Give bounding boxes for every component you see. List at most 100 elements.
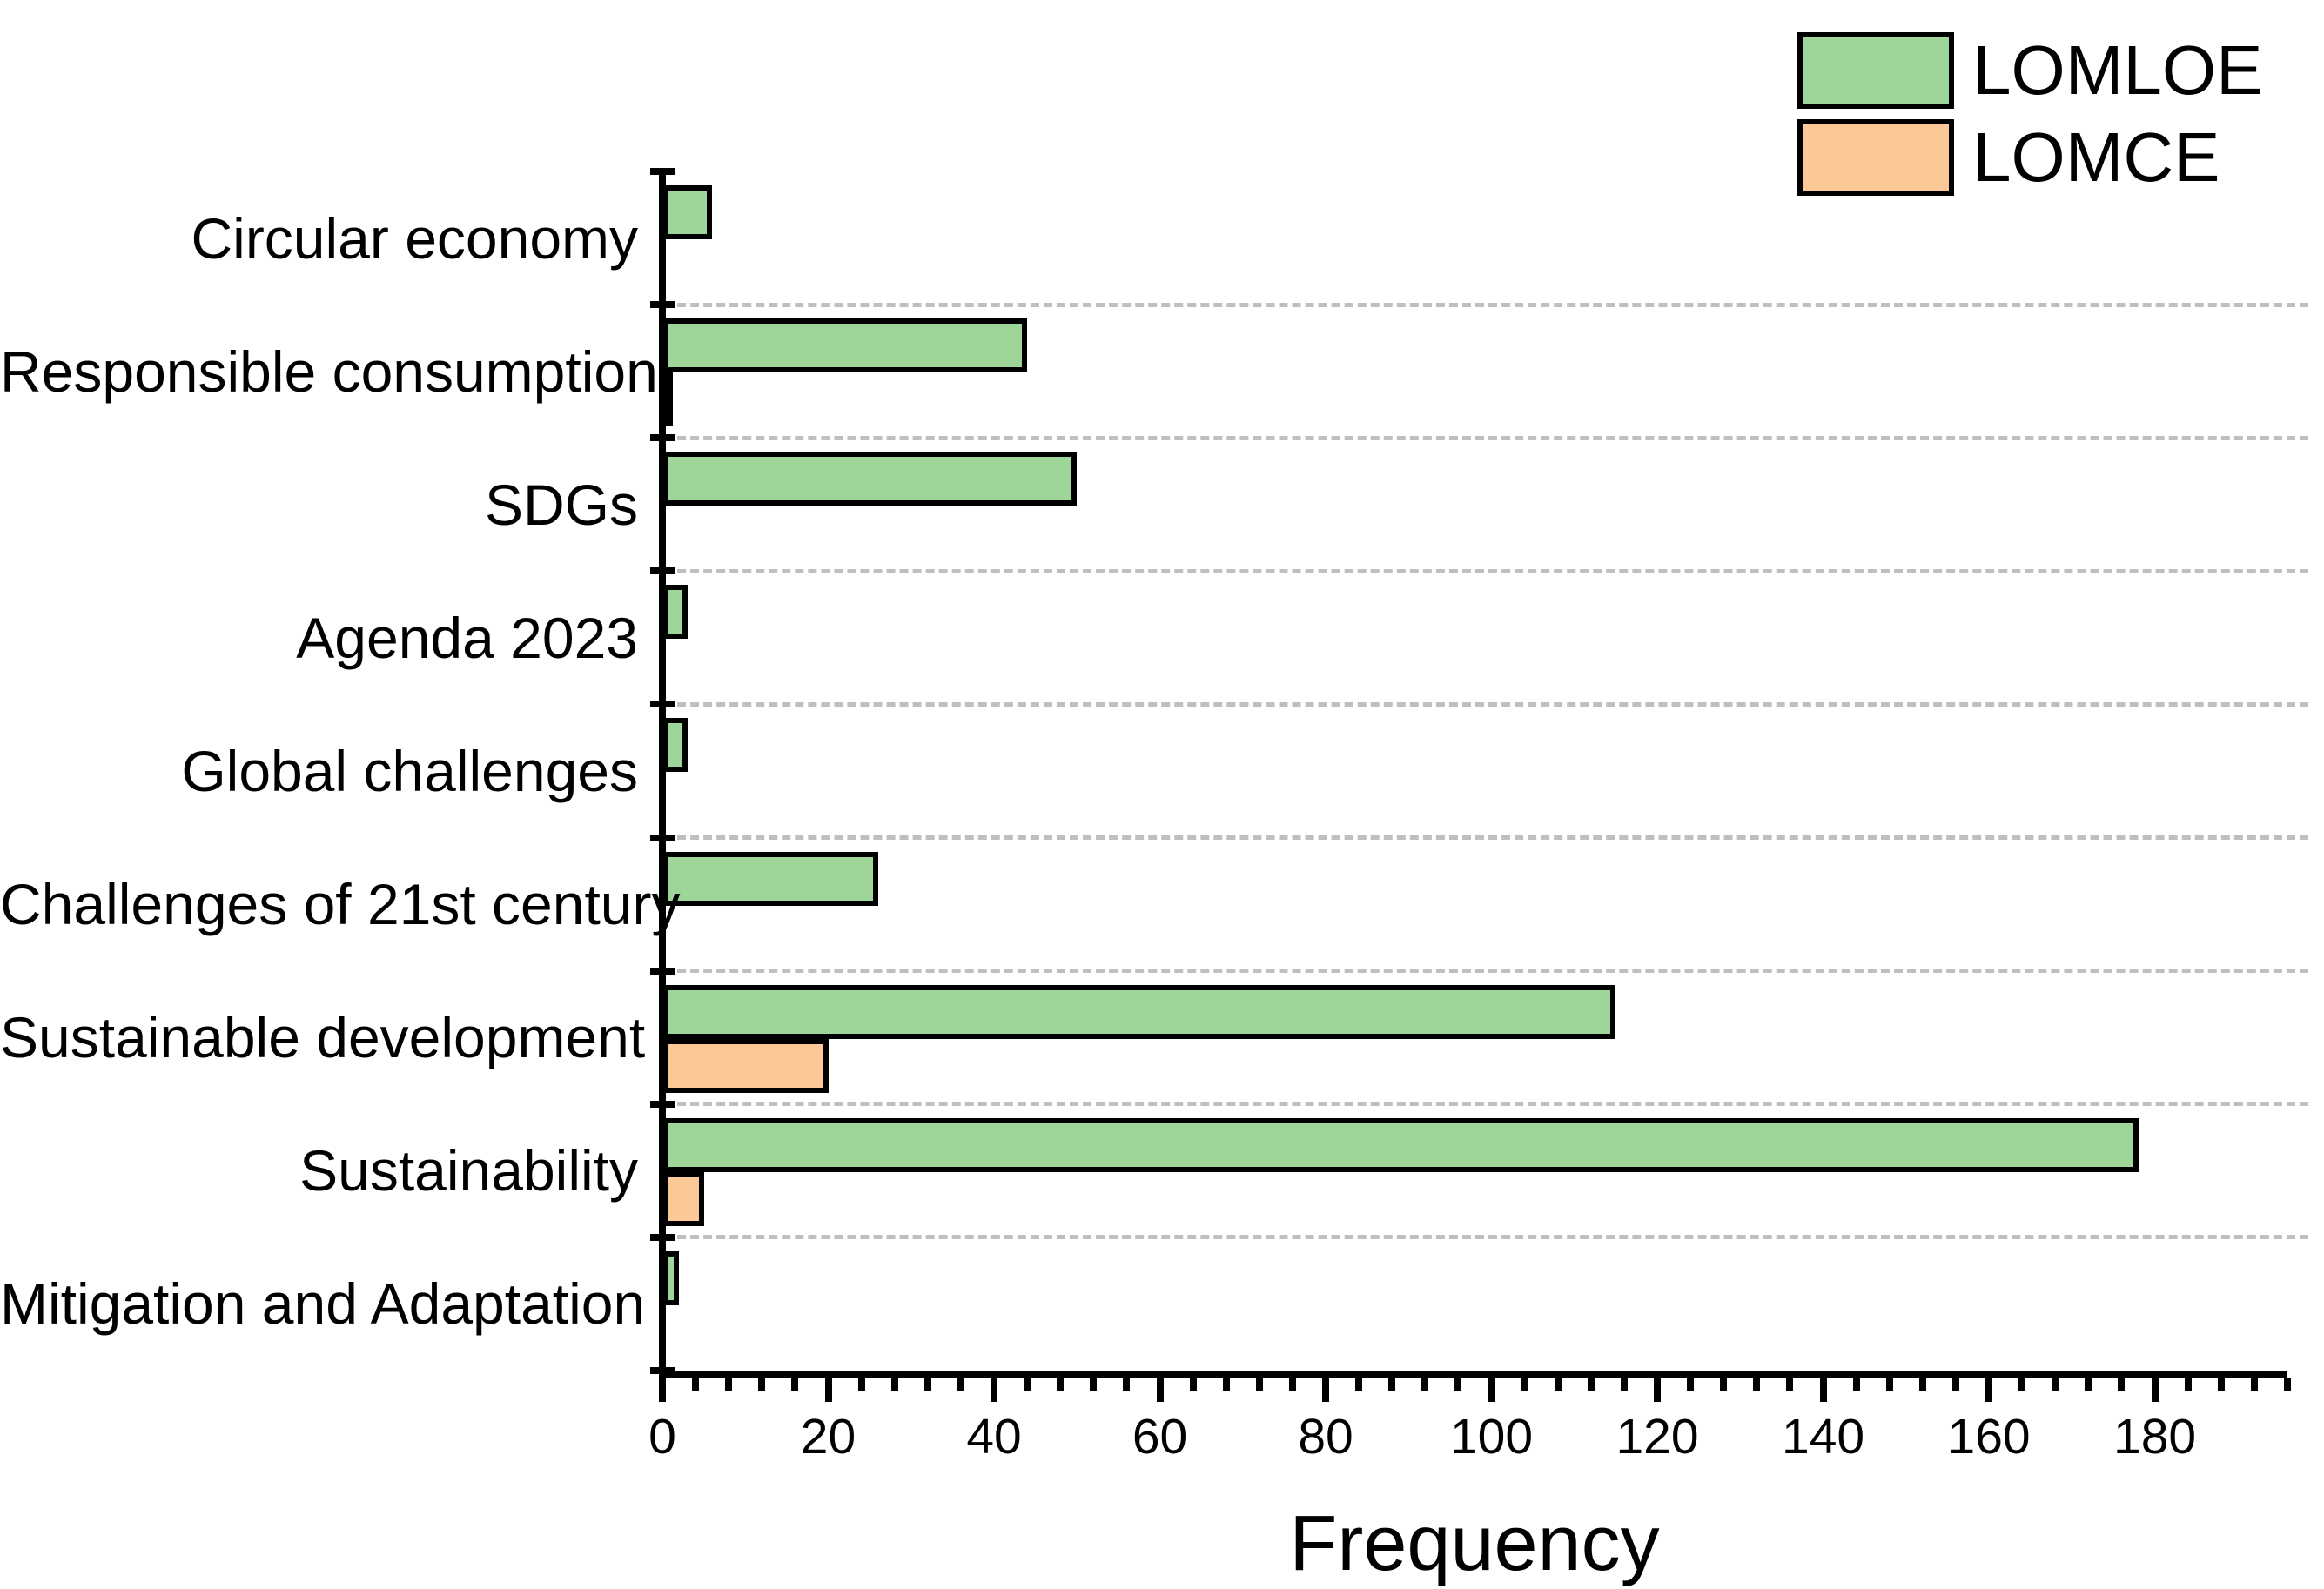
- x-tick-label: 80: [1298, 1409, 1353, 1465]
- x-axis-line: [659, 1371, 2287, 1378]
- legend-swatch-lomloe: [1797, 32, 1954, 109]
- x-tick-major: [1654, 1378, 1662, 1402]
- x-tick-minor: [692, 1378, 700, 1391]
- x-tick-minor: [2018, 1378, 2026, 1391]
- y-tick: [650, 168, 675, 175]
- category-label: Global challenges: [181, 739, 638, 803]
- gridline: [664, 302, 2308, 307]
- x-tick-major: [659, 1378, 666, 1402]
- x-tick-label: 180: [2113, 1409, 2197, 1465]
- x-tick-minor: [1288, 1378, 1296, 1391]
- x-tick-minor: [2217, 1378, 2225, 1391]
- y-tick: [650, 1233, 675, 1241]
- x-tick-minor: [2118, 1378, 2126, 1391]
- category-label: Mitigation and Adaptation: [0, 1271, 646, 1337]
- x-tick-minor: [1090, 1378, 1098, 1391]
- x-tick-minor: [1222, 1378, 1230, 1391]
- x-tick-minor: [890, 1378, 898, 1391]
- x-tick-label: 120: [1615, 1409, 1699, 1465]
- x-tick-major: [1156, 1378, 1164, 1402]
- gridline: [664, 701, 2308, 707]
- x-tick-minor: [1852, 1378, 1860, 1391]
- x-tick-minor: [2250, 1378, 2258, 1391]
- x-tick-minor: [1687, 1378, 1695, 1391]
- x-tick-label: 0: [648, 1409, 676, 1465]
- x-tick-minor: [1454, 1378, 1462, 1391]
- y-tick: [650, 567, 675, 575]
- bar-lomloe-5: [662, 851, 878, 906]
- bar-lomloe-6: [662, 984, 1616, 1039]
- category-label: Circular economy: [191, 205, 639, 271]
- x-tick-label: 20: [800, 1409, 856, 1465]
- y-tick: [650, 301, 675, 309]
- category-label: Agenda 2023: [296, 605, 638, 670]
- y-tick: [650, 967, 675, 975]
- x-axis-title: Frequency: [1289, 1500, 1660, 1587]
- gridline: [664, 1235, 2308, 1240]
- bar-lomce-6: [662, 1038, 829, 1093]
- y-tick: [650, 1367, 675, 1374]
- x-tick-minor: [1388, 1378, 1396, 1391]
- bar-lomloe-7: [662, 1117, 2139, 1172]
- x-tick-minor: [2085, 1378, 2092, 1391]
- x-tick-minor: [1024, 1378, 1031, 1391]
- gridline: [664, 1102, 2308, 1107]
- x-tick-minor: [2184, 1378, 2192, 1391]
- x-tick-minor: [1885, 1378, 1893, 1391]
- x-tick-minor: [1554, 1378, 1562, 1391]
- bar-lomloe-4: [662, 718, 688, 773]
- gridline: [664, 435, 2308, 440]
- bar-lomce-7: [662, 1171, 704, 1226]
- x-tick-minor: [725, 1378, 733, 1391]
- x-tick-major: [1488, 1378, 1495, 1402]
- x-tick-minor: [957, 1378, 964, 1391]
- x-tick-major: [2151, 1378, 2159, 1402]
- x-tick-major: [991, 1378, 998, 1402]
- x-tick-minor: [1355, 1378, 1363, 1391]
- x-tick-major: [1322, 1378, 1330, 1402]
- x-tick-minor: [1951, 1378, 1959, 1391]
- x-tick-label: 160: [1947, 1409, 2031, 1465]
- x-tick-minor: [1620, 1378, 1628, 1391]
- category-label: SDGs: [484, 472, 638, 537]
- gridline: [664, 969, 2308, 974]
- x-tick-minor: [1123, 1378, 1131, 1391]
- x-tick-minor: [1587, 1378, 1595, 1391]
- gridline: [664, 568, 2308, 573]
- legend-swatch-lomce: [1797, 119, 1954, 196]
- x-tick-label: 100: [1449, 1409, 1534, 1465]
- x-tick-minor: [1753, 1378, 1761, 1391]
- y-axis-line: [659, 171, 666, 1378]
- legend-label-lomce: LOMCE: [1972, 118, 2220, 196]
- x-tick-minor: [924, 1378, 931, 1391]
- bar-lomloe-2: [662, 452, 1078, 506]
- x-tick-major: [1985, 1378, 1993, 1402]
- y-tick: [650, 434, 675, 442]
- x-tick-minor: [1720, 1378, 1728, 1391]
- x-tick-major: [824, 1378, 832, 1402]
- y-tick: [650, 1100, 675, 1108]
- bar-lomloe-1: [662, 318, 1028, 373]
- x-tick-minor: [857, 1378, 865, 1391]
- x-tick-minor: [2284, 1378, 2291, 1391]
- x-tick-label: 60: [1132, 1409, 1188, 1465]
- x-tick-minor: [1255, 1378, 1263, 1391]
- y-tick: [650, 834, 675, 841]
- category-label: Sustainable development: [0, 1005, 646, 1070]
- category-label: Responsible consumption: [0, 339, 658, 404]
- x-tick-minor: [2052, 1378, 2059, 1391]
- x-tick-minor: [1521, 1378, 1528, 1391]
- x-tick-minor: [1057, 1378, 1065, 1391]
- x-tick-label: 40: [966, 1409, 1022, 1465]
- bar-lomloe-3: [662, 585, 688, 640]
- x-tick-minor: [1189, 1378, 1197, 1391]
- x-tick-minor: [758, 1378, 766, 1391]
- y-tick: [650, 701, 675, 708]
- x-tick-minor: [1786, 1378, 1794, 1391]
- x-tick-label: 140: [1782, 1409, 1865, 1465]
- x-tick-major: [1819, 1378, 1827, 1402]
- category-label: Challenges of 21st century: [0, 872, 681, 937]
- category-label: Sustainability: [299, 1138, 638, 1203]
- gridline: [664, 835, 2308, 841]
